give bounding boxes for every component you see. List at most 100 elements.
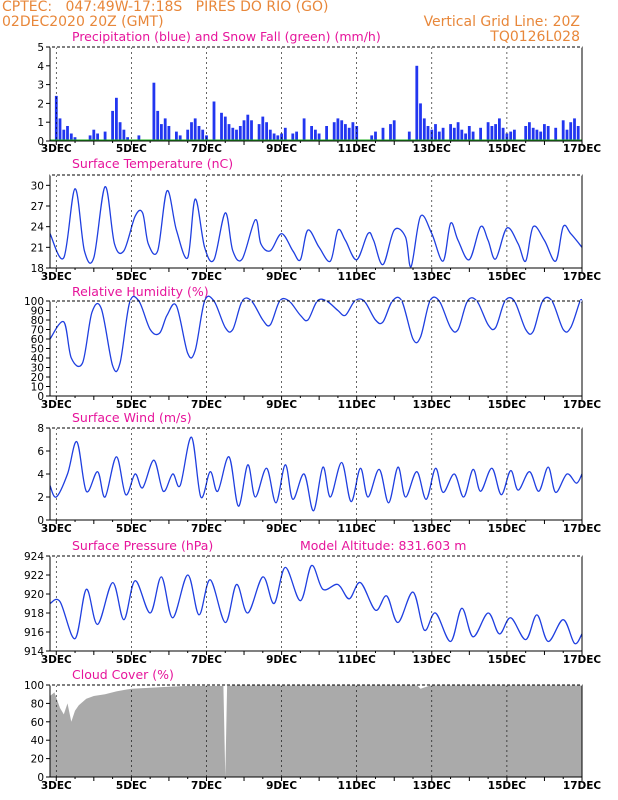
y-tick-label: 924 bbox=[24, 551, 44, 563]
precip-bar bbox=[535, 129, 539, 141]
precip-bar bbox=[115, 97, 118, 141]
panel-title-temperature: Surface Temperature (nC) bbox=[72, 156, 233, 171]
x-tick-label: 5DEC bbox=[116, 523, 147, 535]
precip-bar bbox=[265, 122, 268, 141]
x-tick-label: 9DEC bbox=[266, 780, 297, 792]
precip-bar bbox=[531, 127, 535, 141]
precip-bar bbox=[471, 131, 475, 141]
x-tick-label: 3DEC bbox=[41, 523, 72, 535]
y-tick-label: 80 bbox=[31, 315, 44, 327]
y-tick-label: 60 bbox=[31, 717, 44, 729]
x-tick-label: 15DEC bbox=[488, 523, 527, 535]
temperature-line bbox=[49, 186, 583, 268]
x-tick-label: 7DEC bbox=[191, 399, 222, 411]
panel-title-cloud: Cloud Cover (%) bbox=[72, 667, 174, 682]
precip-bar bbox=[573, 118, 576, 141]
precip-bar bbox=[437, 131, 441, 141]
precip-bar bbox=[336, 118, 340, 141]
x-tick-label: 9DEC bbox=[266, 654, 297, 666]
y-tick-label: 21 bbox=[31, 242, 44, 254]
precip-bar bbox=[62, 129, 66, 141]
y-tick-label: 30 bbox=[31, 363, 44, 375]
precip-bar bbox=[276, 135, 280, 141]
precip-bar bbox=[501, 127, 505, 141]
precip-bar bbox=[565, 129, 569, 141]
x-tick-label: 3DEC bbox=[41, 780, 72, 792]
precip-bar bbox=[441, 127, 445, 141]
y-tick-label: 60 bbox=[31, 334, 44, 346]
header-model-id: TQ0126L028 bbox=[490, 29, 580, 45]
y-tick-label: 100 bbox=[24, 296, 44, 308]
header-station: CPTEC: 047:49W-17:18S PIRES DO RIO (GO) bbox=[2, 0, 329, 15]
y-tick-label: 2 bbox=[37, 492, 44, 504]
panel-frame-temperature bbox=[49, 174, 583, 269]
y-tick-label: 3 bbox=[37, 80, 44, 92]
x-tick-label: 7DEC bbox=[191, 143, 222, 155]
precip-bar bbox=[69, 133, 73, 141]
precip-bar bbox=[314, 129, 317, 141]
precip-bar bbox=[494, 124, 497, 141]
precip-bar bbox=[528, 122, 531, 141]
precip-bar bbox=[268, 129, 272, 141]
precip-bar bbox=[426, 126, 430, 141]
precip-bar bbox=[419, 103, 422, 141]
precip-bar bbox=[246, 114, 250, 141]
x-tick-label: 5DEC bbox=[116, 143, 147, 155]
x-tick-label: 11DEC bbox=[338, 780, 377, 792]
precip-bar bbox=[422, 118, 426, 141]
y-tick-label: 0 bbox=[37, 391, 44, 403]
precip-bar bbox=[220, 112, 223, 141]
precip-bar bbox=[73, 137, 77, 141]
precip-bar bbox=[449, 124, 452, 141]
precip-bar bbox=[310, 126, 313, 141]
precip-bar bbox=[261, 116, 265, 141]
y-tick-label: 4 bbox=[37, 61, 44, 73]
y-tick-label: 30 bbox=[31, 180, 44, 192]
precip-bar bbox=[223, 116, 227, 141]
precip-bar bbox=[430, 129, 434, 141]
precip-bar bbox=[464, 133, 467, 141]
y-tick-label: 6 bbox=[37, 446, 44, 458]
y-tick-label: 5 bbox=[37, 42, 44, 54]
precip-bar bbox=[137, 135, 141, 141]
y-tick-label: 0 bbox=[37, 772, 44, 784]
precip-bar bbox=[486, 122, 490, 141]
precip-bar bbox=[539, 131, 543, 141]
x-tick-label: 3DEC bbox=[41, 271, 72, 283]
precip-bar bbox=[66, 126, 69, 141]
y-tick-label: 8 bbox=[37, 423, 44, 435]
precip-bar bbox=[92, 129, 96, 141]
precip-bar bbox=[257, 124, 261, 141]
precip-bar bbox=[370, 135, 374, 141]
precip-bar bbox=[332, 122, 336, 141]
x-tick-label: 9DEC bbox=[266, 143, 297, 155]
precip-bar bbox=[231, 127, 235, 141]
x-tick-label: 15DEC bbox=[488, 143, 527, 155]
precip-bar bbox=[163, 118, 167, 141]
pressure-line bbox=[49, 564, 583, 645]
precip-bar bbox=[272, 133, 276, 141]
precip-bar bbox=[126, 137, 129, 141]
precip-bar bbox=[513, 129, 516, 141]
x-tick-label: 5DEC bbox=[116, 780, 147, 792]
x-tick-label: 11DEC bbox=[338, 399, 377, 411]
precip-bar bbox=[351, 122, 355, 141]
panel-frame-humidity bbox=[49, 300, 583, 397]
y-tick-label: 2 bbox=[37, 98, 44, 110]
precip-bar bbox=[325, 126, 328, 141]
y-tick-label: 18 bbox=[31, 263, 44, 275]
precip-bar bbox=[122, 129, 126, 141]
header-grid-note: Vertical Grid Line: 20Z bbox=[423, 14, 580, 30]
precip-bar bbox=[193, 118, 197, 141]
precip-bar bbox=[569, 122, 573, 141]
precip-bar bbox=[88, 135, 92, 141]
x-tick-label: 17DEC bbox=[563, 523, 602, 535]
panel-title-wind: Surface Wind (m/s) bbox=[72, 410, 192, 425]
humidity-line bbox=[49, 295, 583, 373]
panel-frame-wind bbox=[49, 427, 583, 521]
precip-bar bbox=[227, 124, 231, 141]
x-tick-label: 9DEC bbox=[266, 399, 297, 411]
precip-bar bbox=[407, 131, 411, 141]
y-tick-label: 4 bbox=[37, 469, 44, 481]
x-tick-label: 11DEC bbox=[338, 271, 377, 283]
